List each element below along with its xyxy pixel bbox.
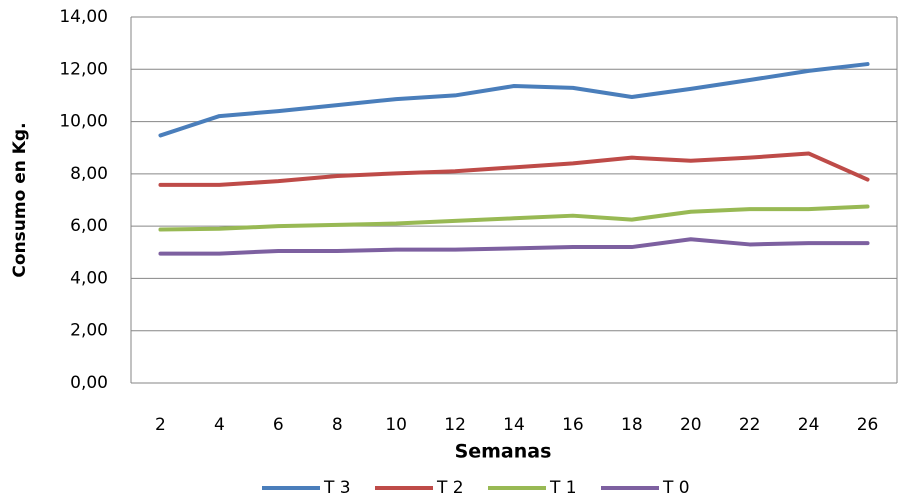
x-tick-label: 20 — [680, 415, 702, 435]
y-axis-title: Consumo en Kg. — [10, 122, 30, 277]
y-tick-label: 2,00 — [70, 321, 108, 341]
series-line — [158, 237, 870, 256]
legend-label: T 0 — [662, 478, 690, 498]
y-tick-label: 0,00 — [70, 373, 108, 393]
x-tick-label: 26 — [857, 415, 879, 435]
x-tick-label: 2 — [155, 415, 166, 435]
y-tick-label: 8,00 — [70, 164, 108, 184]
legend-label: T 1 — [549, 478, 577, 498]
x-tick-label: 12 — [444, 415, 466, 435]
x-tick-label: 6 — [273, 415, 284, 435]
x-tick-label: 18 — [621, 415, 643, 435]
legend-label: T 3 — [323, 478, 351, 498]
series-line — [158, 204, 870, 232]
y-tick-label: 4,00 — [70, 268, 108, 288]
legend-label: T 2 — [436, 478, 464, 498]
y-tick-label: 14,00 — [59, 7, 108, 27]
x-tick-label: 14 — [503, 415, 525, 435]
y-tick-label: 12,00 — [59, 59, 108, 79]
x-tick-label: 10 — [385, 415, 407, 435]
x-axis-title: Semanas — [455, 441, 552, 463]
y-tick-label: 6,00 — [70, 216, 108, 236]
x-tick-label: 22 — [739, 415, 761, 435]
y-tick-label: 10,00 — [59, 112, 108, 132]
x-tick-label: 24 — [798, 415, 820, 435]
series-line — [158, 62, 870, 138]
x-tick-label: 4 — [214, 415, 225, 435]
x-tick-label: 8 — [332, 415, 343, 435]
x-tick-label: 16 — [562, 415, 584, 435]
series-line — [158, 151, 870, 187]
